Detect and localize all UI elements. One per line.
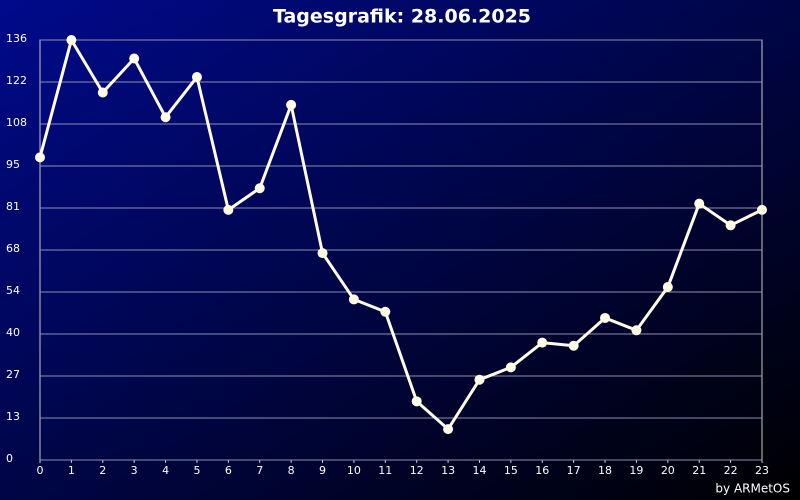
point bbox=[317, 248, 328, 259]
x-tick-label: 13 bbox=[441, 464, 455, 477]
x-tick-label: 2 bbox=[99, 464, 106, 477]
y-tick-label: 81 bbox=[6, 200, 20, 213]
x-tick-label: 0 bbox=[37, 464, 44, 477]
point bbox=[191, 72, 202, 83]
x-tick-label: 19 bbox=[629, 464, 643, 477]
point bbox=[66, 35, 77, 45]
point bbox=[631, 325, 642, 336]
x-tick-label: 11 bbox=[378, 464, 392, 477]
chart-title: Tagesgrafik: 28.06.2025 bbox=[273, 6, 531, 28]
y-tick-label: 136 bbox=[6, 32, 27, 45]
x-tick-label: 15 bbox=[504, 464, 518, 477]
point bbox=[537, 337, 548, 348]
point bbox=[254, 183, 265, 194]
point bbox=[600, 312, 611, 323]
y-tick-label: 40 bbox=[6, 326, 20, 339]
y-tick-label: 122 bbox=[6, 74, 27, 87]
x-tick-label: 10 bbox=[347, 464, 361, 477]
point bbox=[160, 112, 171, 123]
y-tick-label: 108 bbox=[6, 116, 27, 129]
line bbox=[38, 38, 763, 431]
point bbox=[725, 220, 736, 231]
x-tick-label: 7 bbox=[256, 464, 263, 477]
x-tick-label: 22 bbox=[724, 464, 738, 477]
x-tick-label: 8 bbox=[288, 464, 295, 477]
point bbox=[411, 396, 422, 407]
point bbox=[568, 340, 579, 351]
point bbox=[443, 424, 454, 435]
point bbox=[348, 294, 359, 305]
credit: by ARMetOS bbox=[715, 482, 790, 496]
x-tick-label: 4 bbox=[162, 464, 169, 477]
point bbox=[223, 204, 234, 215]
y-tick-label: 27 bbox=[6, 368, 20, 381]
x-tick-label: 14 bbox=[472, 464, 486, 477]
point bbox=[97, 87, 108, 98]
x-tick-label: 1 bbox=[68, 464, 75, 477]
x-tick-label: 5 bbox=[193, 464, 200, 477]
x-tick-label: 9 bbox=[319, 464, 326, 477]
x-tick-label: 16 bbox=[535, 464, 549, 477]
x-tick-label: 21 bbox=[692, 464, 706, 477]
point bbox=[380, 306, 391, 317]
y-tick-label: 54 bbox=[6, 284, 20, 297]
x-tick-label: 6 bbox=[225, 464, 232, 477]
point bbox=[286, 99, 297, 110]
point bbox=[35, 152, 45, 163]
point bbox=[129, 53, 140, 64]
x-tick-label: 18 bbox=[598, 464, 612, 477]
point bbox=[474, 374, 485, 385]
y-tick-label: 95 bbox=[6, 158, 20, 171]
y-tick-label: 0 bbox=[6, 452, 13, 465]
point bbox=[662, 282, 673, 293]
y-tick-label: 68 bbox=[6, 242, 20, 255]
x-tick-label: 23 bbox=[755, 464, 769, 477]
point bbox=[505, 362, 516, 373]
point bbox=[694, 198, 705, 209]
y-tick-label: 13 bbox=[6, 410, 20, 423]
x-tick-label: 17 bbox=[567, 464, 581, 477]
point bbox=[757, 204, 767, 215]
x-tick-label: 12 bbox=[410, 464, 424, 477]
x-tick-label: 20 bbox=[661, 464, 675, 477]
x-tick-label: 3 bbox=[131, 464, 138, 477]
